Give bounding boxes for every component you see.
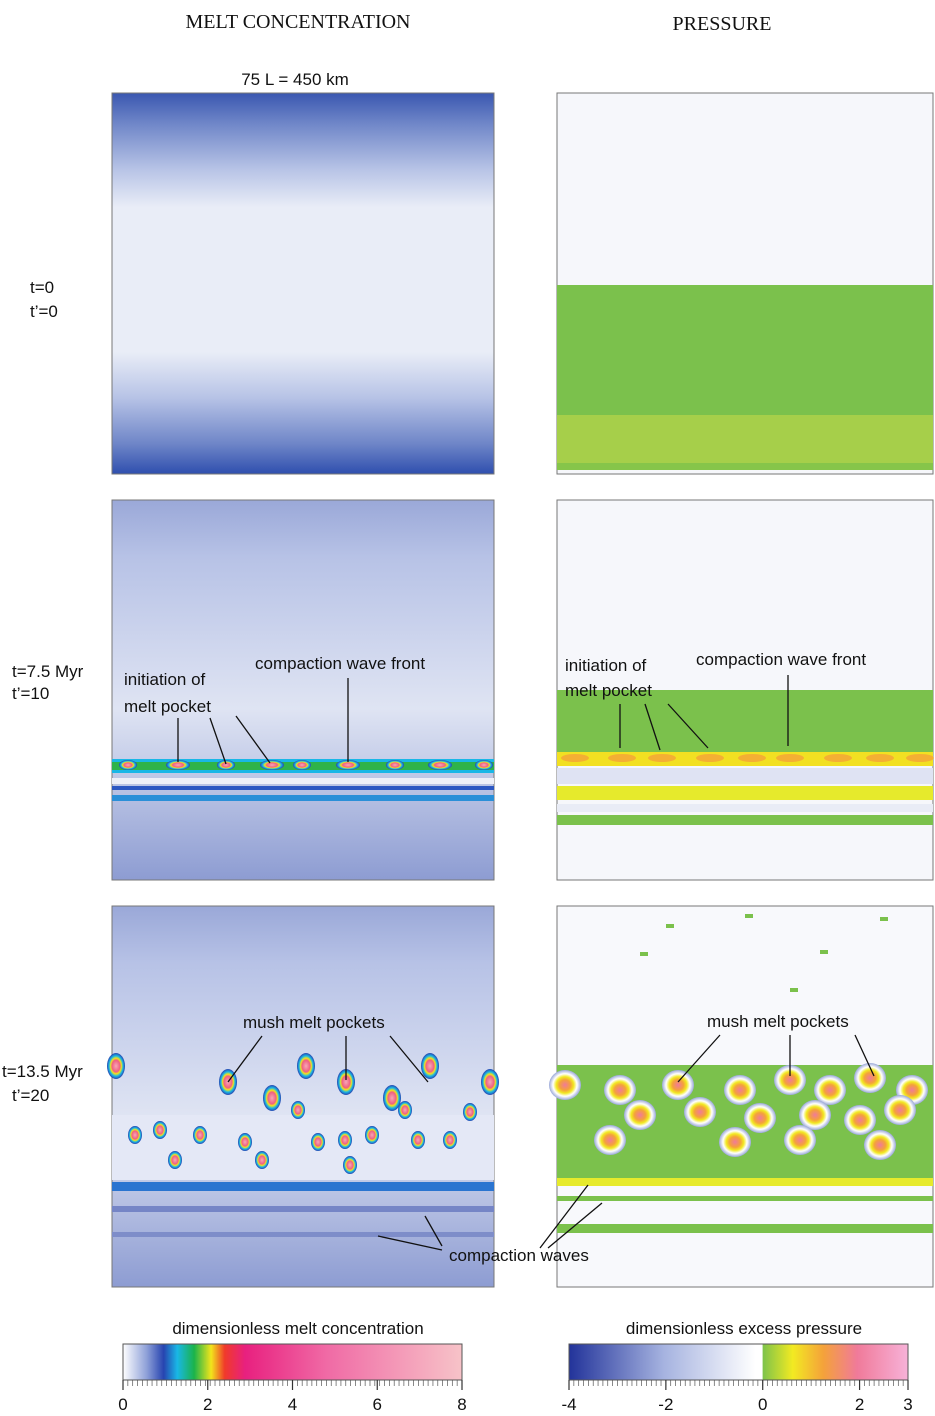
melt-pocket [128, 1126, 142, 1144]
pressure-pocket [696, 754, 724, 762]
pressure-pocket [864, 1130, 896, 1160]
melt-pocket [421, 1053, 439, 1079]
figure: MELT CONCENTRATION PRESSURE 75 L = 450 k… [0, 0, 935, 1416]
column-title: PRESSURE [673, 13, 772, 35]
pressure-pocket [906, 754, 934, 762]
melt-pocket [383, 1085, 401, 1111]
melt-pocket [260, 760, 284, 770]
melt-pocket [263, 1085, 281, 1111]
pressure-pocket [662, 1070, 694, 1100]
annotation: melt pocket [124, 697, 211, 716]
pressure-pocket [784, 1125, 816, 1155]
annotation: compaction wave front [255, 654, 425, 673]
pressure-pocket [594, 1125, 626, 1155]
melt-pocket [428, 760, 452, 770]
tick-label: 8 [457, 1395, 466, 1414]
colorbar-title: dimensionless melt concentration [172, 1319, 423, 1338]
melt-pocket [297, 1053, 315, 1079]
melt-pocket [168, 1151, 182, 1169]
annotation: compaction waves [449, 1246, 589, 1265]
panel [107, 906, 499, 1287]
speck [790, 988, 798, 992]
melt-pocket [386, 760, 404, 770]
pressure-pocket [724, 1075, 756, 1105]
colorbar-title: dimensionless excess pressure [626, 1319, 862, 1338]
pressure-pocket [608, 754, 636, 762]
melt-pocket [481, 1069, 499, 1095]
pressure-pocket [719, 1127, 751, 1157]
melt-pocket [343, 1156, 357, 1174]
tick-label: 6 [373, 1395, 382, 1414]
speck [745, 914, 753, 918]
tick-label: -2 [658, 1395, 673, 1414]
pressure-pocket [844, 1105, 876, 1135]
colorbar [123, 1344, 462, 1380]
melt-pocket [311, 1133, 325, 1151]
pressure-pocket [866, 754, 894, 762]
pressure-pocket [624, 1100, 656, 1130]
time-label: t’=20 [12, 1086, 49, 1105]
annotation: mush melt pockets [707, 1012, 849, 1031]
melt-pocket [238, 1133, 252, 1151]
annotation: compaction wave front [696, 650, 866, 669]
melt-pocket [443, 1131, 457, 1149]
panel [549, 906, 933, 1287]
pressure-pocket [561, 754, 589, 762]
pressure-pocket [604, 1075, 636, 1105]
melt-pocket [338, 1131, 352, 1149]
melt-pocket [475, 760, 493, 770]
melt-pocket [107, 1053, 125, 1079]
melt-pocket [291, 1101, 305, 1119]
pressure-pocket [648, 754, 676, 762]
pressure-pocket [549, 1070, 581, 1100]
annotation: mush melt pockets [243, 1013, 385, 1032]
melt-pocket [217, 760, 235, 770]
speck [640, 952, 648, 956]
time-label: t=13.5 Myr [2, 1062, 83, 1081]
melt-pocket [153, 1121, 167, 1139]
tick-label: 3 [903, 1395, 912, 1414]
tick-label: 0 [758, 1395, 767, 1414]
tick-label: 0 [118, 1395, 127, 1414]
melt-pocket [463, 1103, 477, 1121]
melt-pocket [119, 760, 137, 770]
melt-pocket [398, 1101, 412, 1119]
annotation: initiation of [565, 656, 647, 675]
speck [820, 950, 828, 954]
melt-pocket [293, 760, 311, 770]
pressure-pocket [684, 1097, 716, 1127]
time-label: t’=0 [30, 302, 58, 321]
time-label: t=0 [30, 278, 54, 297]
panel [557, 93, 933, 474]
tick-label: 4 [288, 1395, 297, 1414]
tick-label: 2 [855, 1395, 864, 1414]
tick-label: 2 [203, 1395, 212, 1414]
colorbar [569, 1344, 908, 1380]
time-label: t=7.5 Myr [12, 662, 84, 681]
melt-pocket [365, 1126, 379, 1144]
melt-pocket [193, 1126, 207, 1144]
speck [666, 924, 674, 928]
melt-pocket [255, 1151, 269, 1169]
panel [112, 500, 494, 880]
column-title: MELT CONCENTRATION [185, 11, 410, 33]
pressure-pocket [884, 1095, 916, 1125]
time-label: t’=10 [12, 684, 49, 703]
panel [112, 93, 494, 474]
pressure-pocket [744, 1103, 776, 1133]
annotation: initiation of [124, 670, 206, 689]
melt-pocket [411, 1131, 425, 1149]
annotation: melt pocket [565, 681, 652, 700]
speck [880, 917, 888, 921]
tick-label: -4 [561, 1395, 576, 1414]
scale-label: 75 L = 450 km [241, 70, 349, 89]
pressure-pocket [738, 754, 766, 762]
pressure-pocket [776, 754, 804, 762]
pressure-pocket [824, 754, 852, 762]
